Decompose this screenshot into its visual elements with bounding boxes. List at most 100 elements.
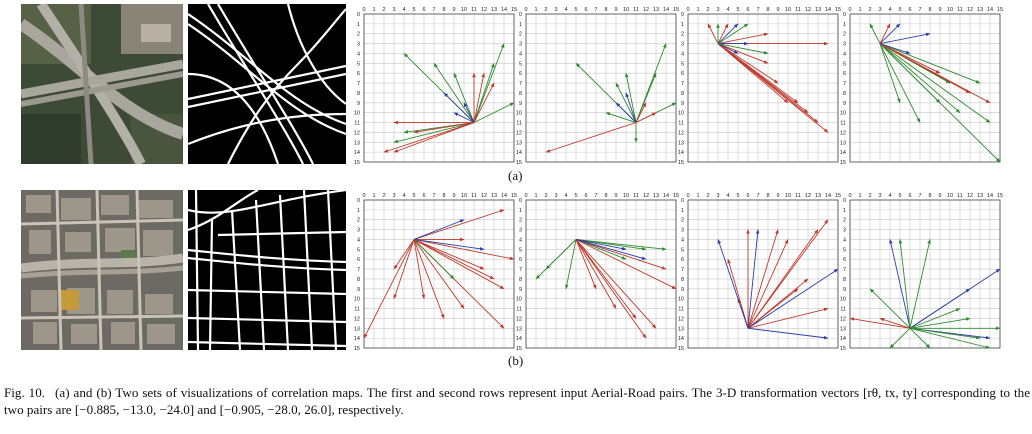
x-tick-label: 2 bbox=[706, 7, 709, 13]
y-tick-label: 9 bbox=[843, 287, 846, 293]
x-tick-label: 5 bbox=[412, 193, 415, 199]
y-tick-label: 11 bbox=[516, 121, 522, 127]
y-tick-label: 2 bbox=[519, 32, 522, 38]
vector-arrow-red bbox=[413, 239, 485, 270]
vector-arrow-blue bbox=[717, 239, 749, 329]
vector-arrow-green bbox=[909, 327, 981, 340]
x-tick-label: 6 bbox=[422, 193, 425, 199]
plot-frame bbox=[363, 199, 515, 349]
vector-arrow-green bbox=[575, 239, 627, 260]
y-tick-label: 13 bbox=[516, 140, 522, 146]
x-tick-label: 3 bbox=[554, 193, 557, 199]
plot-frame bbox=[525, 199, 677, 349]
y-tick-label: 5 bbox=[357, 247, 360, 253]
vector-arrow-red bbox=[413, 239, 495, 280]
y-tick-label: 8 bbox=[519, 277, 522, 283]
y-tick-label: 10 bbox=[678, 297, 684, 303]
x-tick-label: 6 bbox=[908, 193, 911, 199]
x-tick-label: 13 bbox=[815, 193, 821, 199]
y-tick-label: 3 bbox=[519, 228, 522, 234]
x-tick-label: 14 bbox=[987, 193, 993, 199]
x-tick-label: 4 bbox=[564, 193, 567, 199]
y-tick-label: 2 bbox=[843, 32, 846, 38]
y-tick-label: 11 bbox=[840, 121, 846, 127]
vector-arrow-red bbox=[473, 72, 485, 123]
vector-arrow-green bbox=[909, 239, 931, 329]
x-tick-label: 2 bbox=[868, 7, 871, 13]
vector-arrow-blue bbox=[413, 219, 465, 240]
vector-arrow-red bbox=[413, 239, 426, 300]
vector-arrow-green bbox=[413, 239, 455, 280]
x-tick-label: 12 bbox=[643, 7, 649, 13]
x-tick-label: 6 bbox=[908, 7, 911, 13]
x-tick-label: 2 bbox=[706, 193, 709, 199]
y-tick-label: 9 bbox=[681, 101, 684, 107]
vector-arrow-red bbox=[393, 122, 475, 153]
x-tick-label: 1 bbox=[858, 193, 861, 199]
y-tick-label: 2 bbox=[681, 32, 684, 38]
y-tick-label: 14 bbox=[354, 336, 360, 342]
x-tick-label: 10 bbox=[623, 193, 629, 199]
x-tick-label: 0 bbox=[848, 7, 851, 13]
x-tick-label: 9 bbox=[938, 7, 941, 13]
y-tick-label: 15 bbox=[354, 346, 360, 352]
x-tick-label: 5 bbox=[898, 193, 901, 199]
x-tick-label: 3 bbox=[716, 193, 719, 199]
aerial-image-b bbox=[21, 190, 183, 350]
y-tick-label: 6 bbox=[681, 71, 684, 77]
correlation-chart-b-1: 0 0 1 1 2 2 3 3 4 4 5 5 6 6 7 7 8 8 9 9 10 10 11 11 12 12 13 13 14 14… bbox=[350, 188, 518, 352]
vector-arrow-green bbox=[879, 43, 901, 104]
caption-number: Fig. 10. bbox=[4, 385, 46, 400]
y-tick-label: 9 bbox=[519, 287, 522, 293]
x-tick-label: 1 bbox=[696, 7, 699, 13]
x-tick-label: 6 bbox=[584, 193, 587, 199]
vector-arrow-red bbox=[717, 23, 729, 44]
x-tick-label: 10 bbox=[947, 7, 953, 13]
vector-arrow-red bbox=[413, 122, 475, 134]
vector-arrow-red bbox=[575, 239, 677, 290]
vector-arrow-red bbox=[879, 43, 941, 74]
vector-arrow-green bbox=[393, 122, 475, 144]
x-tick-label: 3 bbox=[878, 193, 881, 199]
vector-arrow-red bbox=[747, 229, 779, 329]
x-tick-label: 10 bbox=[785, 7, 791, 13]
y-tick-label: 15 bbox=[516, 160, 522, 166]
grid bbox=[687, 199, 839, 349]
vector-arrow-green bbox=[635, 43, 667, 123]
correlation-chart-b-4: 0 0 1 1 2 2 3 3 4 4 5 5 6 6 7 7 8 8 9 9 10 10 11 11 12 12 13 13 14 14… bbox=[836, 188, 1004, 352]
x-tick-label: 8 bbox=[928, 193, 931, 199]
y-tick-label: 12 bbox=[354, 130, 360, 136]
y-tick-label: 1 bbox=[519, 208, 522, 214]
y-tick-label: 8 bbox=[681, 277, 684, 283]
x-tick-label: 7 bbox=[432, 7, 435, 13]
y-tick-label: 10 bbox=[516, 111, 522, 117]
y-tick-label: 3 bbox=[357, 228, 360, 234]
y-tick-label: 0 bbox=[843, 12, 846, 18]
vector-arrow-green bbox=[565, 239, 577, 290]
grid bbox=[687, 13, 839, 163]
y-tick-label: 8 bbox=[843, 91, 846, 97]
vector-arrow-red bbox=[413, 239, 445, 319]
y-tick-label: 4 bbox=[519, 51, 522, 57]
x-tick-label: 2 bbox=[868, 193, 871, 199]
vector-arrow-green bbox=[575, 239, 667, 251]
sublabel-a: (a) bbox=[508, 168, 523, 183]
x-tick-label: 1 bbox=[696, 193, 699, 199]
y-tick-label: 6 bbox=[843, 257, 846, 263]
vector-arrow-blue bbox=[463, 102, 475, 123]
vector-arrow-red bbox=[575, 239, 617, 309]
y-tick-label: 7 bbox=[357, 267, 360, 273]
x-tick-label: 3 bbox=[554, 7, 557, 13]
correlation-chart-a-1: 0 0 1 1 2 2 3 3 4 4 5 5 6 6 7 7 8 8 9 9 10 10 11 11 12 12 13 13 14 14… bbox=[350, 2, 518, 166]
y-tick-label: 13 bbox=[678, 140, 684, 146]
x-tick-label: 15 bbox=[835, 7, 841, 13]
x-tick-label: 15 bbox=[835, 193, 841, 199]
x-tick-label: 3 bbox=[392, 7, 395, 13]
vector-arrow-green bbox=[879, 43, 981, 84]
x-tick-label: 3 bbox=[878, 7, 881, 13]
vector-arrow-green bbox=[473, 43, 505, 123]
y-tick-label: 4 bbox=[519, 237, 522, 243]
y-tick-label: 14 bbox=[516, 150, 522, 156]
x-tick-label: 9 bbox=[452, 193, 455, 199]
y-tick-label: 6 bbox=[681, 257, 684, 263]
